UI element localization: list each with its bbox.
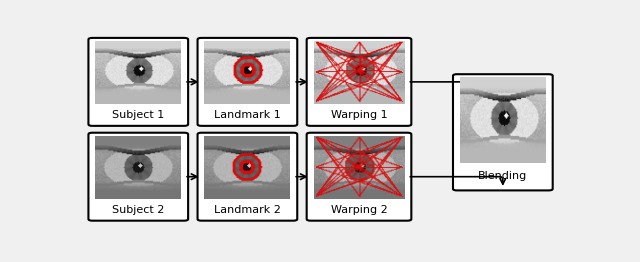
Text: Warping 2: Warping 2 (331, 205, 387, 215)
Text: Warping 1: Warping 1 (331, 110, 387, 120)
Text: Subject 2: Subject 2 (112, 205, 164, 215)
FancyBboxPatch shape (307, 38, 412, 126)
FancyBboxPatch shape (198, 38, 297, 126)
Text: Landmark 2: Landmark 2 (214, 205, 281, 215)
FancyBboxPatch shape (453, 74, 553, 190)
Text: Blending: Blending (478, 171, 527, 181)
FancyBboxPatch shape (307, 133, 412, 221)
FancyBboxPatch shape (88, 38, 188, 126)
FancyBboxPatch shape (88, 133, 188, 221)
Text: Subject 1: Subject 1 (112, 110, 164, 120)
Text: Landmark 1: Landmark 1 (214, 110, 281, 120)
FancyBboxPatch shape (198, 133, 297, 221)
